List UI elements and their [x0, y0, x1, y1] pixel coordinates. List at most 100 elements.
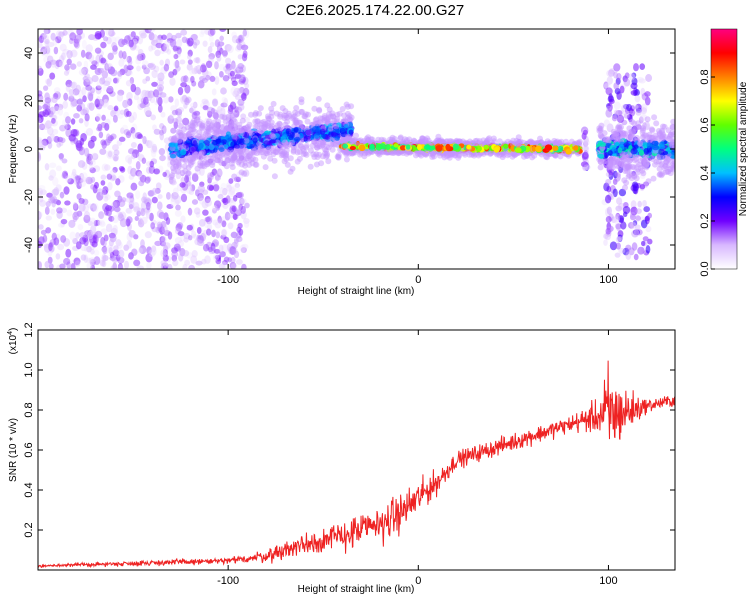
heatmap-cell	[145, 253, 153, 263]
heatmap-cell	[179, 182, 186, 188]
heatmap-cell	[137, 97, 142, 105]
heatmap-cell	[221, 261, 227, 269]
heatmap-cell	[145, 76, 151, 82]
heatmap-cell	[242, 158, 248, 166]
heatmap-cell	[282, 134, 288, 139]
heatmap-cell	[125, 218, 131, 227]
heatmap-cell	[172, 45, 180, 52]
heatmap-cell	[195, 64, 203, 74]
heatmap-cell	[165, 217, 171, 225]
heatmap-cell	[150, 222, 156, 230]
heatmap-cell	[214, 221, 222, 229]
heatmap-cell	[119, 68, 126, 76]
heatmap-cell	[412, 152, 419, 159]
heatmap-cell	[81, 161, 88, 170]
heatmap-cell	[75, 232, 80, 239]
heatmap-cell	[38, 153, 42, 163]
heatmap-marks	[38, 29, 675, 269]
heatmap-cell	[115, 239, 122, 247]
heatmap-cell	[224, 211, 231, 221]
heatmap-cell	[42, 123, 50, 130]
heatmap-cell	[157, 201, 163, 211]
heatmap-cell	[78, 118, 84, 124]
heatmap-cell	[56, 103, 64, 111]
heatmap-cell	[102, 36, 109, 42]
heatmap-cell	[147, 190, 155, 197]
heatmap-cell	[175, 223, 183, 232]
heatmap-cell	[233, 239, 239, 248]
heatmap-cell	[204, 255, 211, 264]
heatmap-cell	[79, 236, 87, 245]
heatmap-cell	[189, 107, 194, 114]
heatmap-cell	[101, 254, 107, 263]
heatmap-cell	[185, 138, 192, 145]
heatmap-cell	[38, 261, 42, 268]
heatmap-cell	[50, 59, 57, 65]
heatmap-cell	[240, 44, 249, 51]
heatmap-cell	[109, 169, 117, 176]
heatmap-cell	[220, 102, 228, 108]
heatmap-cell	[51, 96, 58, 104]
heatmap-cell	[53, 46, 59, 55]
heatmap-cell	[107, 151, 113, 158]
heatmap-cell	[149, 212, 154, 222]
heatmap-cell	[191, 230, 197, 238]
heatmap-cell	[88, 257, 96, 263]
heatmap-cell	[177, 106, 185, 113]
heatmap-cell	[101, 99, 108, 108]
heatmap-cell	[192, 41, 198, 49]
heatmap-cell	[136, 265, 144, 269]
heatmap-cell	[131, 248, 138, 256]
heatmap-cell	[115, 178, 121, 186]
heatmap-cell	[127, 148, 136, 155]
heatmap-cell	[343, 156, 350, 163]
heatmap-cell	[57, 243, 65, 251]
heatmap-cell	[158, 79, 165, 86]
heatmap-cell	[212, 219, 219, 226]
heatmap-cell	[224, 68, 231, 75]
heatmap-cell	[236, 43, 243, 51]
heatmap-cell	[220, 87, 227, 95]
heatmap-cell	[273, 110, 280, 117]
heatmap-cell	[53, 187, 60, 196]
heatmap-cell	[52, 106, 61, 115]
heatmap-cell	[88, 160, 93, 166]
heatmap-cell	[48, 196, 56, 204]
heatmap-cell	[70, 49, 78, 58]
heatmap-cell	[76, 181, 82, 190]
heatmap-cell	[55, 184, 62, 192]
heatmap-cell	[73, 38, 80, 44]
heatmap-cell	[199, 162, 206, 169]
heatmap-cell	[106, 36, 112, 45]
heatmap-cell	[211, 229, 216, 238]
heatmap-cell	[203, 128, 210, 135]
heatmap-cell	[205, 71, 212, 79]
heatmap-cell	[216, 105, 223, 114]
heatmap-cell	[235, 66, 242, 74]
heatmap-cell	[101, 140, 107, 149]
heatmap-cell	[162, 171, 167, 177]
heatmap-cell	[204, 117, 210, 127]
heatmap-cell	[276, 121, 283, 128]
heatmap-cell	[121, 197, 127, 203]
heatmap-cell	[334, 136, 340, 141]
heatmap-cell	[215, 50, 221, 59]
heatmap-cell	[45, 60, 52, 69]
heatmap-cell	[117, 262, 123, 269]
heatmap-cell	[117, 71, 123, 80]
heatmap-cell	[217, 169, 223, 176]
heatmap-cell	[151, 34, 159, 44]
heatmap-cell	[193, 207, 201, 215]
heatmap-cell	[82, 76, 89, 82]
heatmap-cell	[117, 89, 125, 96]
heatmap-cell	[51, 188, 59, 196]
heatmap-cell	[62, 100, 68, 109]
heatmap-cell	[49, 169, 57, 179]
heatmap-cell	[122, 51, 127, 60]
heatmap-cell	[208, 35, 214, 43]
heatmap-cell	[151, 196, 158, 204]
heatmap-cell	[76, 29, 83, 36]
heatmap-cell	[194, 169, 202, 176]
heatmap-cell	[204, 29, 212, 35]
heatmap-cell	[294, 158, 301, 165]
